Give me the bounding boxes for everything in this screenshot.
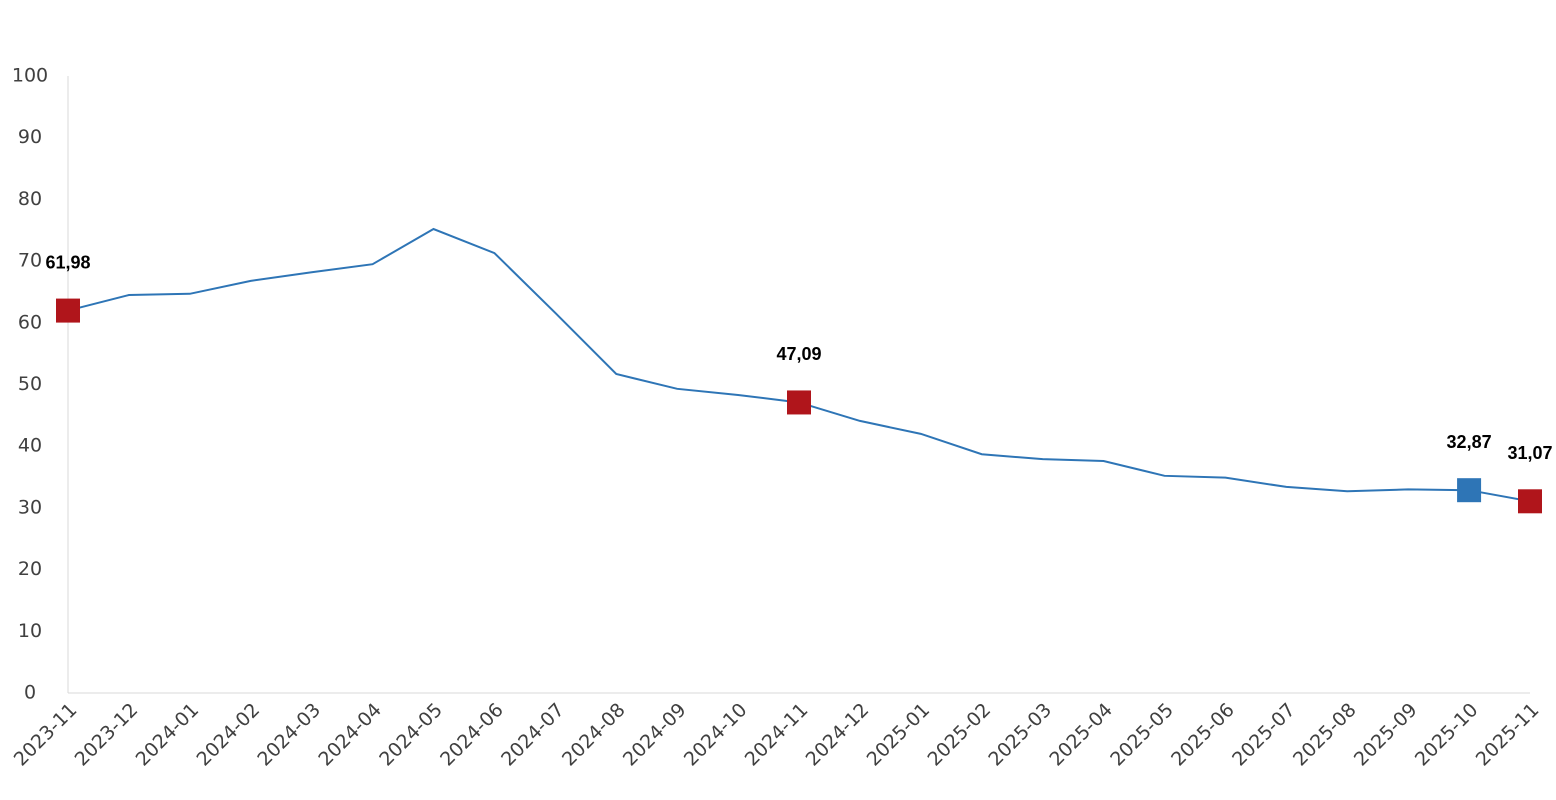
x-tick-label: 2024-09 xyxy=(619,699,691,771)
y-tick-label: 0 xyxy=(24,682,36,704)
y-tick-label: 50 xyxy=(18,373,42,395)
y-tick-label: 90 xyxy=(18,126,42,148)
x-tick-label: 2024-11 xyxy=(741,699,813,771)
x-tick-label: 2025-09 xyxy=(1350,699,1422,771)
x-tick-label: 2025-05 xyxy=(1106,699,1178,771)
y-tick-label: 60 xyxy=(18,311,42,333)
data-label: 47,09 xyxy=(776,344,821,364)
x-tick-label: 2024-03 xyxy=(253,699,325,771)
x-tick-label: 2024-02 xyxy=(192,699,264,771)
x-tick-label: 2025-02 xyxy=(923,699,995,771)
y-tick-label: 70 xyxy=(18,250,42,272)
x-tick-label: 2025-08 xyxy=(1289,699,1361,771)
x-tick-label: 2024-12 xyxy=(802,699,874,771)
marker xyxy=(787,390,811,415)
series-line xyxy=(67,227,1531,503)
x-tick-label: 2024-04 xyxy=(314,699,386,771)
x-tick-label: 2025-04 xyxy=(1045,699,1117,771)
x-tick-label: 2024-08 xyxy=(558,699,630,771)
y-tick-label: 80 xyxy=(18,188,42,210)
data-label: 32,87 xyxy=(1447,432,1492,452)
x-tick-label: 2024-10 xyxy=(680,699,752,771)
x-tick-label: 2024-01 xyxy=(132,699,204,771)
x-tick-label: 2025-10 xyxy=(1411,699,1483,771)
marker xyxy=(1518,489,1542,514)
y-tick-label: 30 xyxy=(18,496,42,518)
marker xyxy=(1457,478,1482,503)
x-tick-label: 2024-07 xyxy=(497,699,569,771)
data-label: 31,07 xyxy=(1507,443,1552,463)
x-tick-label: 2024-06 xyxy=(436,699,508,771)
x-tick-label: 2024-05 xyxy=(375,699,447,771)
x-tick-label: 2023-12 xyxy=(71,699,143,771)
y-tick-label: 100 xyxy=(12,65,48,87)
y-tick-label: 40 xyxy=(18,435,42,457)
x-tick-label: 2025-06 xyxy=(1167,699,1239,771)
x-tick-label: 2025-11 xyxy=(1472,699,1544,771)
x-tick-label: 2023-11 xyxy=(10,699,82,771)
x-tick-label: 2025-03 xyxy=(984,699,1056,771)
y-tick-label: 10 xyxy=(18,620,42,642)
data-label: 61,98 xyxy=(45,252,90,272)
y-tick-label: 20 xyxy=(18,558,42,580)
x-tick-label: 2025-07 xyxy=(1228,699,1300,771)
x-tick-label: 2025-01 xyxy=(863,699,935,771)
marker xyxy=(56,298,80,323)
